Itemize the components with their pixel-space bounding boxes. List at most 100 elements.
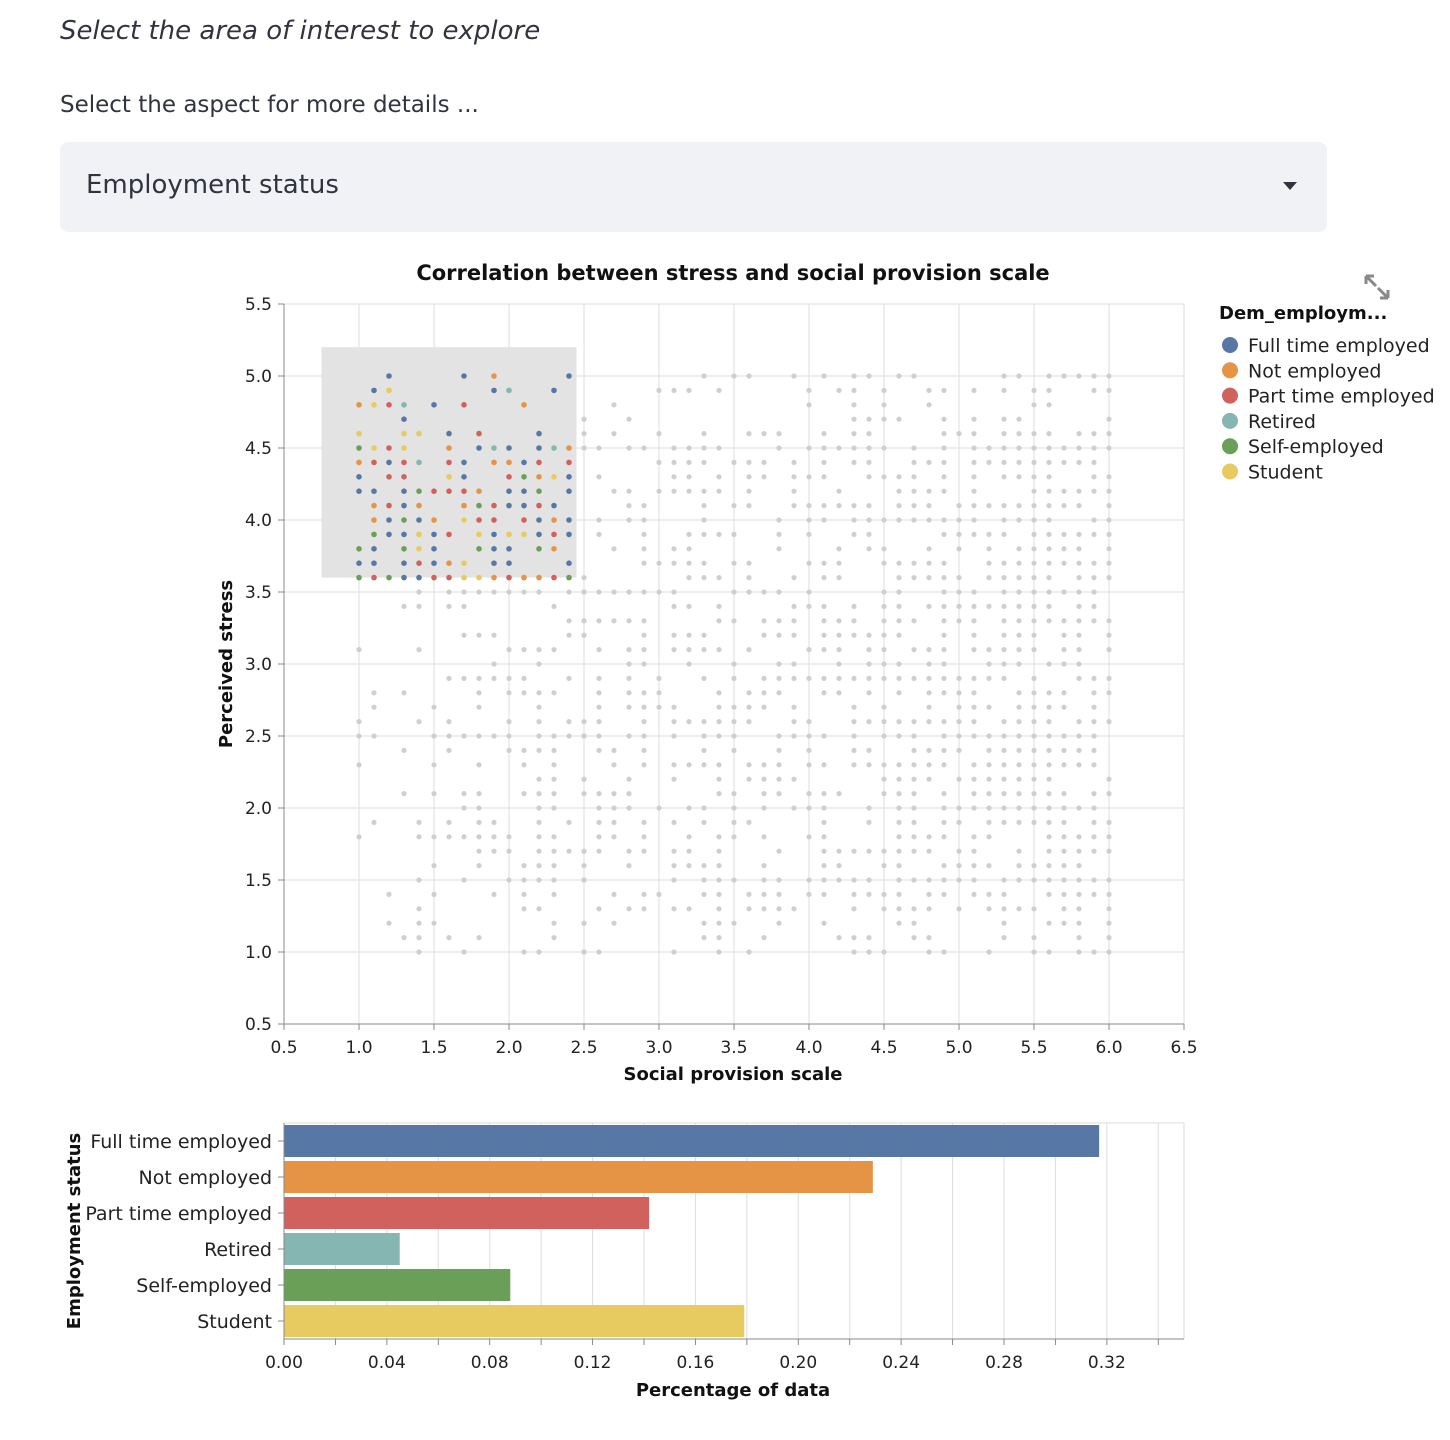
scatter-point: [806, 834, 812, 840]
scatter-point: [671, 546, 677, 552]
y-tick-label: 4.0: [245, 511, 272, 531]
scatter-point: [746, 575, 752, 581]
scatter-point: [1031, 560, 1037, 566]
scatter-point: [641, 589, 647, 595]
aspect-select[interactable]: Employment status: [60, 142, 1327, 232]
scatter-point: [626, 445, 632, 451]
scatter-point: [986, 459, 992, 465]
scatter-point: [776, 776, 782, 782]
scatter-point: [866, 661, 872, 667]
scatter-point: [1061, 791, 1067, 797]
scatter-point: [461, 877, 467, 883]
scatter-point: [926, 661, 932, 667]
scatter-point: [851, 517, 857, 523]
scatter-point: [476, 690, 482, 696]
scatter-point: [941, 445, 947, 451]
scatter-point: [1091, 474, 1097, 480]
scatter-point: [1031, 445, 1037, 451]
scatter-point: [821, 690, 827, 696]
scatter-point: [1016, 618, 1022, 624]
scatter-point: [941, 690, 947, 696]
scatter-point: [671, 819, 677, 826]
scatter-point: [461, 805, 467, 811]
scatter-point: [851, 416, 857, 422]
scatter-point: [716, 704, 722, 710]
selection-brush[interactable]: [321, 347, 577, 578]
scatter-point: [761, 776, 767, 782]
bar-category-label: Full time employed: [90, 1131, 272, 1153]
scatter-point: [881, 387, 887, 393]
scatter-point: [971, 459, 977, 465]
scatter-point: [1016, 503, 1022, 509]
scatter-point: [821, 603, 827, 610]
scatter-point: [1001, 920, 1007, 926]
scatter-point: [881, 762, 887, 768]
scatter-point: [731, 704, 737, 710]
scatter-point: [596, 819, 602, 826]
scatter-point: [731, 618, 737, 624]
scatter-point: [776, 546, 782, 552]
scatter-point: [536, 805, 542, 811]
scatter-point: [356, 719, 362, 725]
scatter-point: [626, 503, 632, 509]
scatter-point: [881, 546, 887, 552]
scatter-point: [821, 503, 827, 509]
scatter-point: [791, 488, 797, 494]
scatter-point: [1061, 704, 1067, 710]
scatter-point: [461, 603, 467, 610]
scatter-point: [551, 690, 557, 696]
scatter-point: [731, 373, 737, 379]
scatter-title: Correlation between stress and social pr…: [416, 261, 1049, 285]
scatter-point: [911, 805, 917, 811]
expand-icon[interactable]: [1358, 268, 1396, 306]
scatter-point: [1076, 661, 1082, 667]
scatter-point: [1016, 517, 1022, 523]
scatter-point: [941, 675, 947, 682]
scatter-point: [1061, 834, 1067, 840]
scatter-point: [971, 503, 977, 509]
scatter-point: [941, 762, 947, 768]
scatter-point: [536, 661, 542, 667]
scatter-point: [1076, 603, 1082, 610]
scatter-point: [1001, 791, 1007, 797]
scatter-point: [1076, 618, 1082, 624]
scatter-point: [656, 488, 662, 494]
scatter-point: [806, 474, 812, 480]
scatter-point: [1031, 474, 1037, 480]
scatter-point: [536, 647, 542, 653]
scatter-point: [581, 920, 587, 926]
scatter-point: [1001, 733, 1007, 739]
scatter-point: [731, 819, 737, 826]
scatter-point: [596, 589, 602, 595]
scatter-point: [1046, 791, 1052, 797]
scatter-point: [1031, 690, 1037, 696]
scatter-point: [881, 445, 887, 451]
scatter-point: [986, 560, 992, 566]
scatter-point: [941, 891, 947, 898]
scatter-point: [1001, 877, 1007, 883]
scatter-point: [1046, 445, 1052, 451]
scatter-point: [1091, 373, 1097, 379]
scatter-point: [446, 603, 452, 610]
scatter-point: [971, 805, 977, 811]
bar-x-tick-label: 0.28: [985, 1353, 1023, 1373]
scatter-point: [1046, 589, 1052, 595]
scatter-point: [566, 719, 572, 725]
scatter-point: [431, 791, 437, 797]
scatter-point: [626, 704, 632, 710]
scatter-point: [521, 589, 527, 595]
scatter-point: [821, 474, 827, 480]
scatter-point: [1091, 704, 1097, 710]
scatter-point: [641, 647, 647, 653]
scatter-point: [821, 819, 827, 826]
scatter-point: [731, 877, 737, 883]
scatter-point: [641, 546, 647, 552]
scatter-point: [506, 834, 512, 840]
scatter-point: [416, 834, 422, 840]
scatter-point: [1061, 906, 1067, 912]
legend-label: Part time employed: [1248, 386, 1435, 408]
scatter-point: [986, 906, 992, 912]
scatter-point: [656, 690, 662, 696]
scatter-point: [1046, 560, 1052, 566]
scatter-point: [401, 603, 407, 610]
